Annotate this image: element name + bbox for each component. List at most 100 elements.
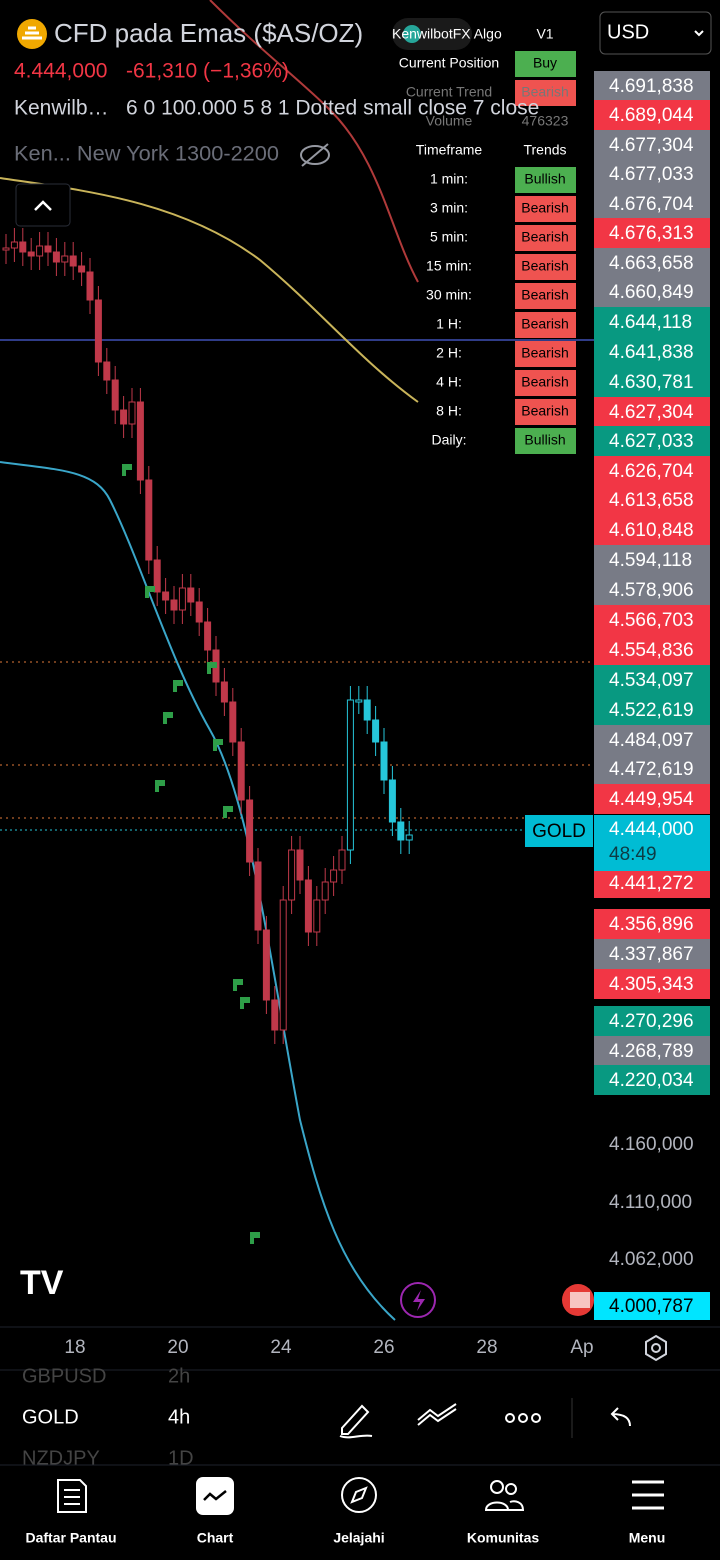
price-tag-label: 4.689,044 bbox=[609, 105, 694, 126]
price-tag-label: 4.627,304 bbox=[609, 402, 694, 423]
panel-label: Current Position bbox=[399, 55, 499, 71]
tv-logo: TV bbox=[20, 1264, 64, 1302]
draw-icon[interactable] bbox=[339, 1404, 373, 1439]
watchlist-interval[interactable]: 2h bbox=[168, 1365, 190, 1387]
price-tag-label: 4.484,097 bbox=[609, 730, 694, 751]
more-icon[interactable] bbox=[505, 1413, 541, 1423]
nav-label[interactable]: Menu bbox=[629, 1530, 666, 1546]
nav-label[interactable]: Chart bbox=[197, 1530, 234, 1546]
moving-average bbox=[0, 461, 396, 1321]
signal-flag bbox=[155, 780, 165, 792]
panel-value: Buy bbox=[533, 55, 557, 71]
symbol-tag bbox=[525, 815, 593, 847]
price-tag-label: 4.220,034 bbox=[609, 1070, 694, 1091]
candle-body bbox=[86, 271, 94, 301]
price-tag-label: 4.677,304 bbox=[609, 135, 694, 156]
panel-badge bbox=[515, 370, 576, 396]
price-tag-label: 4.627,033 bbox=[609, 431, 694, 452]
hide-icon[interactable] bbox=[300, 143, 330, 167]
price-tag bbox=[594, 784, 710, 814]
candle-body bbox=[187, 587, 195, 603]
panel-label: 2 H: bbox=[436, 345, 462, 361]
moving-average bbox=[0, 177, 419, 403]
candle-body bbox=[178, 587, 186, 611]
price-tag bbox=[594, 277, 710, 307]
chart-area bbox=[0, 0, 595, 1321]
symbol-title[interactable]: CFD pada Emas ($AS/OZ) bbox=[54, 18, 363, 48]
signal-flag bbox=[173, 680, 183, 692]
nav-label[interactable]: Jelajahi bbox=[333, 1530, 384, 1546]
nav-label[interactable]: Daftar Pantau bbox=[25, 1530, 116, 1546]
price-tag bbox=[594, 367, 710, 397]
price-tag-label: 4.305,343 bbox=[609, 974, 694, 995]
collapse-icon bbox=[34, 200, 52, 211]
panel-value: Bullish bbox=[524, 432, 565, 448]
currency-label: USD bbox=[607, 21, 649, 43]
panel-label: 30 min: bbox=[426, 287, 472, 303]
undo-icon[interactable] bbox=[610, 1407, 631, 1427]
candle-body bbox=[262, 929, 270, 1001]
panel-label: 4 H: bbox=[436, 374, 462, 390]
panel-label: 1 min: bbox=[430, 171, 468, 187]
flag-icon bbox=[570, 1292, 590, 1308]
candle-body bbox=[52, 251, 60, 263]
signal-flag bbox=[240, 997, 250, 1009]
candle-body bbox=[27, 251, 35, 257]
panel-label: 15 min: bbox=[426, 258, 472, 274]
candle-body bbox=[271, 999, 279, 1031]
watchlist-symbol[interactable]: NZDJPY bbox=[22, 1447, 100, 1469]
nav-label[interactable]: Komunitas bbox=[467, 1530, 540, 1546]
signal-flag bbox=[223, 806, 233, 818]
price-tag-label: 4.522,619 bbox=[609, 700, 694, 721]
candle-body bbox=[111, 379, 119, 411]
time-axis-label: 26 bbox=[373, 1337, 394, 1358]
panel-label: 1 H: bbox=[436, 316, 462, 332]
lines-icon[interactable] bbox=[417, 1403, 457, 1426]
price-tag bbox=[594, 939, 710, 969]
price-tag bbox=[594, 868, 710, 898]
candle-body bbox=[61, 255, 69, 263]
candle-body bbox=[103, 361, 111, 381]
signal-flag bbox=[213, 739, 223, 751]
watchlist-interval[interactable]: 4h bbox=[168, 1406, 190, 1428]
price-tag bbox=[594, 426, 710, 456]
collapse-button[interactable] bbox=[15, 183, 71, 227]
currency-select[interactable] bbox=[599, 11, 712, 55]
signal-flag bbox=[145, 586, 155, 598]
price-tag-label: 4.676,704 bbox=[609, 194, 694, 215]
lightning-button[interactable] bbox=[400, 1282, 436, 1318]
price-tag-label: 4.337,867 bbox=[609, 944, 694, 965]
signal-flag bbox=[163, 712, 173, 724]
watchlist-interval[interactable]: 1D bbox=[168, 1447, 194, 1469]
price-tag bbox=[594, 218, 710, 248]
settings-icon[interactable] bbox=[645, 1334, 667, 1362]
watchlist-symbol[interactable]: GBPUSD bbox=[22, 1365, 106, 1387]
panel-version: V1 bbox=[536, 26, 553, 42]
candle-body bbox=[204, 621, 212, 651]
price-tag bbox=[594, 337, 710, 367]
price-tag-label: 4.626,704 bbox=[609, 461, 694, 482]
price-tag-label: 4.566,703 bbox=[609, 610, 694, 631]
signal-flag bbox=[250, 1232, 260, 1244]
watchlist-symbol[interactable]: GOLD bbox=[22, 1406, 79, 1428]
candle-body bbox=[229, 701, 237, 743]
low-tag bbox=[594, 1292, 710, 1320]
price-tag bbox=[594, 635, 710, 665]
price-tag-label: 4.554,836 bbox=[609, 640, 694, 661]
candle-body bbox=[36, 245, 44, 257]
panel-badge bbox=[515, 254, 576, 280]
panel-label: Volume bbox=[426, 113, 473, 129]
candle-body bbox=[44, 245, 52, 253]
price-tag-label: 4.691,838 bbox=[609, 76, 694, 97]
panel-value: 476323 bbox=[522, 113, 569, 129]
signal-flag bbox=[122, 464, 132, 476]
indicator-legend[interactable]: Ken... New York 1300-2200 bbox=[14, 143, 279, 166]
candle-body bbox=[19, 241, 27, 253]
candle-body bbox=[162, 591, 170, 601]
price-tag bbox=[594, 1036, 710, 1066]
indicator-legend[interactable]: Kenwilb… 6 0 100.000 5 8 1 Dotted small … bbox=[14, 97, 539, 120]
nav-icon-compass bbox=[350, 1486, 368, 1504]
price-tag-label: 4.676,313 bbox=[609, 223, 694, 244]
panel-badge bbox=[515, 399, 576, 425]
